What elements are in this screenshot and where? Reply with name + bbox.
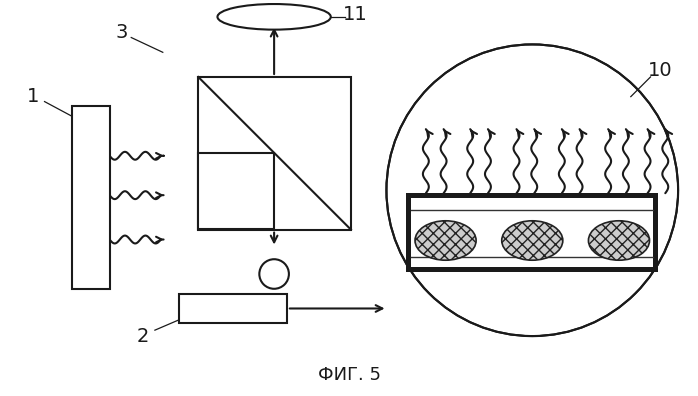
Circle shape: [260, 259, 289, 289]
Bar: [198, 153, 274, 228]
Bar: [411, 198, 653, 267]
Text: ФИГ. 5: ФИГ. 5: [318, 366, 380, 385]
Bar: [72, 107, 110, 289]
Text: 2: 2: [137, 327, 149, 346]
Bar: [179, 294, 287, 323]
Ellipse shape: [502, 221, 563, 260]
Ellipse shape: [415, 221, 476, 260]
Ellipse shape: [588, 221, 650, 260]
Bar: [406, 193, 658, 272]
Circle shape: [387, 44, 678, 336]
Text: 10: 10: [648, 61, 673, 80]
Text: 11: 11: [343, 6, 367, 25]
Text: 1: 1: [27, 87, 39, 106]
Bar: [198, 77, 351, 230]
Text: 3: 3: [115, 23, 128, 42]
Ellipse shape: [218, 4, 331, 30]
